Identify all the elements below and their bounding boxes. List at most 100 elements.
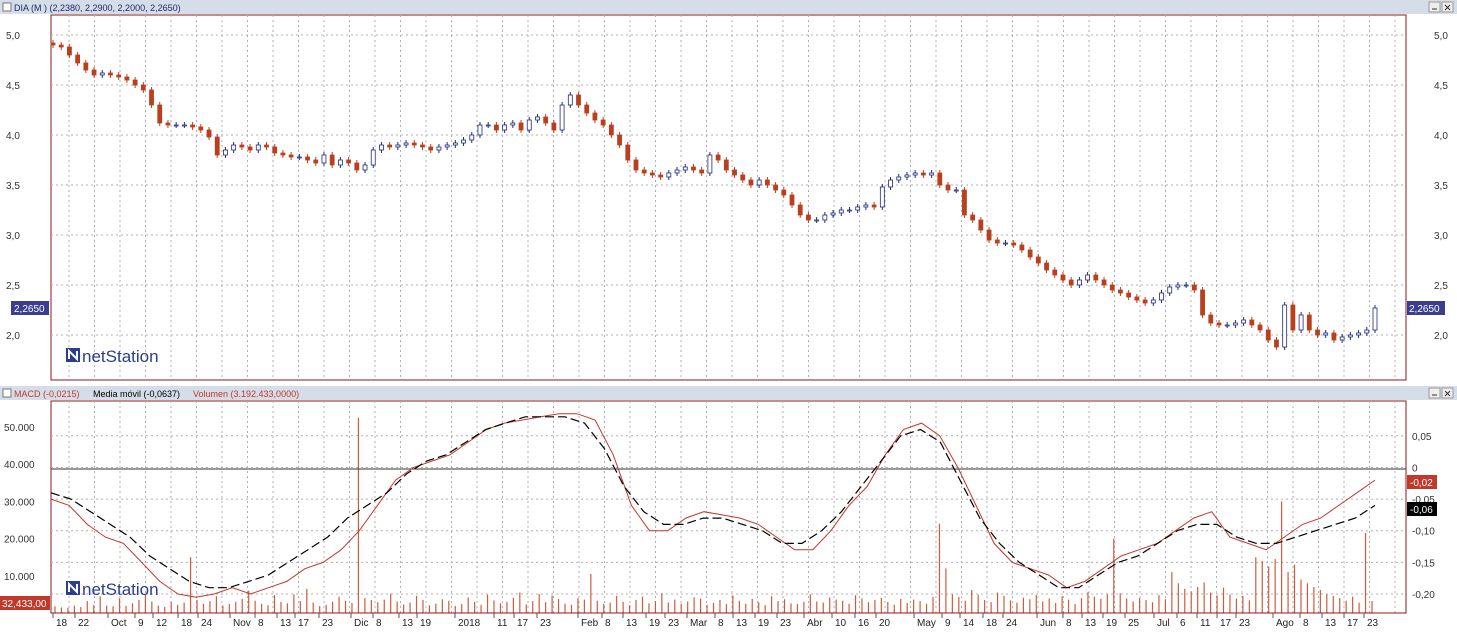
candle-body [452,142,458,146]
candle-body [1274,339,1279,348]
candle-body [83,62,89,71]
candle-body [1323,332,1329,336]
price-tick-right: 3,5 [1434,181,1448,192]
price-grid [51,15,1406,380]
candle-body [1068,279,1074,286]
candle-body [871,204,877,208]
x-tick-label: 18 [56,618,68,629]
candle-body [239,144,245,148]
x-tick-label: Oct [111,618,127,629]
candle-body [1060,274,1066,281]
x-tick-label: 23 [780,618,792,629]
volume-value-label: 32,433,00 [0,596,50,610]
candle-body [822,214,828,221]
x-tick-label: 8 [1066,618,1072,629]
candle-body [584,104,590,114]
candle-body [124,76,130,81]
x-tick-label: 10 [835,618,847,629]
candle-body [666,172,672,178]
candle-body [50,42,56,46]
candlestick-series [50,40,1378,350]
x-tick-label: Dic [354,618,368,629]
candle-body [296,156,302,159]
indicator-watermark: netStation [66,580,159,599]
candle-body [1298,314,1304,331]
price-plot-area [50,14,1407,381]
candle-body [370,149,376,166]
candle-body [231,144,237,151]
indicator-title-bar [0,386,1457,400]
volume-series [54,417,1373,613]
last-price-label-right: 2,2650 [1407,301,1445,315]
candle-body [485,124,491,127]
candle-body [781,189,787,196]
minimize-button[interactable] [1428,1,1441,13]
indicator-close-button[interactable] [1441,387,1454,399]
x-tick-label: 13 [626,618,638,629]
price-tick-left: 2,5 [6,281,20,292]
price-tick-left: 2,0 [6,331,20,342]
candle-body [1003,242,1008,245]
x-tick-label: 18 [986,618,998,629]
candle-body [1200,289,1205,316]
candle-body [847,209,852,212]
watermark-text: netStation [82,347,159,366]
macd-line [50,413,1376,598]
candle-body [1175,284,1181,288]
candle-body [740,174,746,181]
x-tick-label: Feb [581,618,599,629]
price-tick-right: 2,5 [1434,281,1448,292]
candle-body [58,44,64,48]
candle-body [567,94,573,106]
indicator-panel: MACD (-0,0215) Media móvil (-0,0637) Vol… [0,386,1457,614]
panel-menu-icon[interactable] [2,2,12,12]
candle-body [337,159,343,166]
candle-body [494,124,499,131]
candle-body [970,214,976,221]
macd-tick: 0 [1412,463,1418,474]
candle-body [387,144,393,148]
candle-body [502,124,508,131]
candle-body [526,119,532,131]
price-tick-right: 5,0 [1434,31,1448,42]
candle-body [535,116,540,121]
candle-body [91,69,97,76]
price-tick-left: 4,0 [6,131,20,142]
candle-body [223,149,228,156]
x-tick-label: 13 [402,618,414,629]
indicator-minimize-button[interactable] [1428,387,1441,399]
candle-body [1019,244,1025,251]
price-tick-left: 3,5 [6,181,20,192]
macd-tick: -0,10 [1412,527,1435,538]
candle-body [625,144,631,161]
volume-value-text: 32,433,00 [2,599,47,610]
candle-body [321,154,327,164]
candle-body [1150,299,1156,304]
candle-body [641,169,647,174]
candle-body [1257,324,1263,331]
indicator-menu-icon[interactable] [2,388,12,398]
candle-body [1142,299,1148,304]
x-tick-label: 8 [1303,618,1309,629]
volume-tick: 20.000 [4,535,35,546]
candle-body [682,166,688,171]
x-tick-label: 14 [963,618,975,629]
candle-body [280,152,286,156]
candle-body [650,172,655,176]
candle-body [1331,332,1337,341]
candle-body [132,79,138,86]
candle-body [1101,279,1107,286]
x-tick-label: 19 [649,618,661,629]
candle-body [444,144,450,148]
x-tick-label: 23 [322,618,334,629]
x-tick-label: 17 [1347,618,1359,629]
candle-body [691,166,696,171]
candle-body [1044,262,1049,271]
candle-body [428,146,434,151]
close-button[interactable] [1441,1,1454,13]
candle-body [1159,292,1164,301]
x-tick-label: 22 [78,618,90,629]
candle-body [477,124,483,136]
candle-body [1282,304,1288,348]
